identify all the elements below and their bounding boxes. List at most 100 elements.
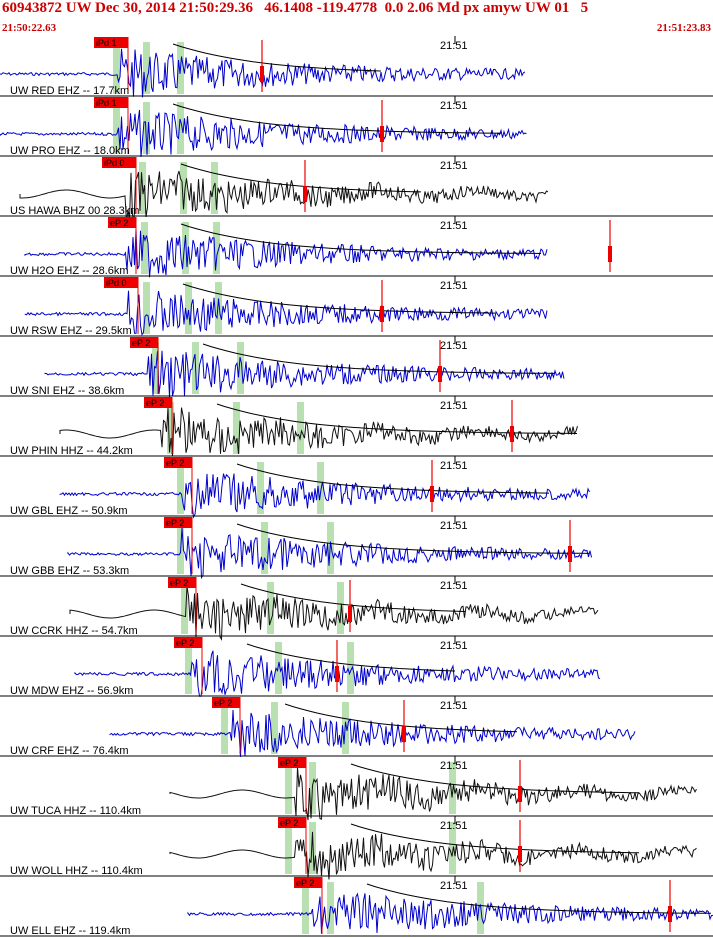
pick-label: eP 2 xyxy=(110,218,128,228)
phase-window xyxy=(141,222,148,274)
pick-label-box xyxy=(278,757,306,768)
pick-label: eP 2 xyxy=(214,698,232,708)
coda-curve xyxy=(202,343,556,374)
waveform xyxy=(169,831,697,880)
pick-label: eP 2 xyxy=(132,338,150,348)
pick-label-box xyxy=(212,697,240,708)
trace-panel[interactable]: eP 2 21:51 UW H2O EHZ -- 28.6km xyxy=(0,216,713,278)
coda-curve xyxy=(236,463,550,494)
minute-tick-label: 21:51 xyxy=(440,880,468,892)
phase-window xyxy=(449,822,456,874)
pick-label-box xyxy=(168,577,196,588)
station-label: UW CRF EHZ -- 76.4km xyxy=(10,745,129,757)
waveform xyxy=(187,892,713,934)
minute-tick-label: 21:51 xyxy=(440,400,468,412)
phase-window xyxy=(221,702,228,754)
phase-window xyxy=(143,102,150,154)
trace-panel[interactable]: eP 2 21:51 UW WOLL HHZ -- 110.4km xyxy=(0,816,713,880)
minute-tick-label: 21:51 xyxy=(440,520,468,532)
trace-panel[interactable]: eP 2 21:51 UW TUCA HHZ -- 110.4km xyxy=(0,756,713,821)
pick-label-box xyxy=(174,637,202,648)
coda-curve xyxy=(180,223,542,254)
waveform xyxy=(44,350,565,398)
pick-label: iPd 0 xyxy=(104,158,125,168)
phase-window xyxy=(185,642,192,694)
phase-window xyxy=(317,462,324,514)
station-label: UW H2O EHZ -- 28.6km xyxy=(10,265,129,277)
phase-window xyxy=(143,42,150,94)
phase-window xyxy=(167,402,174,454)
phase-window xyxy=(337,582,344,634)
phase-window xyxy=(275,642,282,694)
coda-end-box xyxy=(668,906,672,922)
station-label: UW MDW EHZ -- 56.9km xyxy=(10,685,133,697)
station-label: UW TUCA HHZ -- 110.4km xyxy=(10,805,141,817)
coda-curve xyxy=(172,103,502,134)
station-label: US HAWA BHZ 00 28.3km xyxy=(10,205,139,217)
trace-panel[interactable]: eP 2 21:51 UW PHIN HHZ -- 44.2km xyxy=(0,396,713,457)
station-label: UW ELL EHZ -- 119.4km xyxy=(10,925,130,937)
minute-tick-label: 21:51 xyxy=(440,220,468,232)
coda-curve xyxy=(236,523,590,554)
pick-label-box xyxy=(144,397,172,408)
minute-tick-label: 21:51 xyxy=(440,580,468,592)
trace-panel[interactable]: iPd 1 21:51 UW RED EHZ -- 17.7km xyxy=(0,36,713,98)
pick-label-box xyxy=(130,337,158,348)
coda-curve xyxy=(350,763,640,794)
phase-window xyxy=(113,102,120,154)
trace-panel[interactable]: eP 2 21:51 UW CRF EHZ -- 76.4km xyxy=(0,696,713,757)
pick-label-box xyxy=(294,877,322,888)
trace-panel[interactable]: eP 2 21:51 UW CCRK HHZ -- 54.7km xyxy=(0,576,713,641)
coda-curve xyxy=(182,283,496,314)
station-label: UW GBB EHZ -- 53.3km xyxy=(10,565,129,577)
station-label: UW CCRK HHZ -- 54.7km xyxy=(10,625,138,637)
waveform xyxy=(69,586,599,641)
trace-panel[interactable]: iPd 0 21:51 UW RSW EHZ -- 29.5km xyxy=(0,276,713,337)
pick-label-box xyxy=(164,457,192,468)
coda-end-box xyxy=(510,426,514,442)
pick-label: eP 2 xyxy=(176,638,194,648)
trace-panel[interactable]: eP 2 21:51 UW MDW EHZ -- 56.9km xyxy=(0,636,713,697)
phase-window xyxy=(257,462,264,514)
coda-end-box xyxy=(402,726,406,742)
waveform xyxy=(24,229,548,278)
coda-end-box xyxy=(380,306,384,322)
pick-label: eP 2 xyxy=(280,758,298,768)
trace-panel[interactable]: iPd 1 21:51 UW PRO EHZ -- 18.0km xyxy=(0,96,713,157)
window-start-time: 21:50:22.63 xyxy=(2,22,57,34)
coda-end-box xyxy=(568,546,572,562)
trace-panel[interactable]: eP 2 21:51 UW SNI EHZ -- 38.6km xyxy=(0,336,713,398)
station-label: UW RSW EHZ -- 29.5km xyxy=(10,325,132,337)
trace-panel[interactable]: eP 2 21:51 UW ELL EHZ -- 119.4km xyxy=(0,876,713,937)
pick-label-box xyxy=(94,97,128,108)
pick-label: eP 2 xyxy=(166,518,184,528)
minute-tick-label: 21:51 xyxy=(440,460,468,472)
waveform xyxy=(59,473,590,519)
trace-panel[interactable]: eP 2 21:51 UW GBL EHZ -- 50.9km xyxy=(0,456,713,519)
waveform xyxy=(59,407,578,457)
trace-panel[interactable]: iPd 0 21:51 US HAWA BHZ 00 28.3km xyxy=(0,156,713,222)
phase-window xyxy=(143,282,150,334)
coda-curve xyxy=(350,823,640,854)
station-label: UW PRO EHZ -- 18.0km xyxy=(10,145,130,157)
pick-label-box xyxy=(104,277,138,288)
phase-window xyxy=(347,642,354,694)
pick-label-box xyxy=(94,37,128,48)
waveform xyxy=(67,527,592,580)
coda-curve xyxy=(240,583,466,612)
phase-window xyxy=(271,702,278,754)
station-label: UW RED EHZ -- 17.7km xyxy=(10,85,129,97)
minute-tick-label: 21:51 xyxy=(440,100,468,112)
phase-window xyxy=(211,162,218,214)
minute-tick-label: 21:51 xyxy=(440,40,468,52)
minute-tick-label: 21:51 xyxy=(440,160,468,172)
pick-label-box xyxy=(102,157,136,168)
pick-label: eP 2 xyxy=(170,578,188,588)
pick-label: eP 2 xyxy=(280,818,298,828)
coda-end-box xyxy=(430,486,434,502)
trace-panel[interactable]: eP 2 21:51 UW GBB EHZ -- 53.3km xyxy=(0,516,713,580)
phase-window xyxy=(185,282,192,334)
minute-tick-label: 21:51 xyxy=(440,700,468,712)
waveform xyxy=(0,109,527,157)
